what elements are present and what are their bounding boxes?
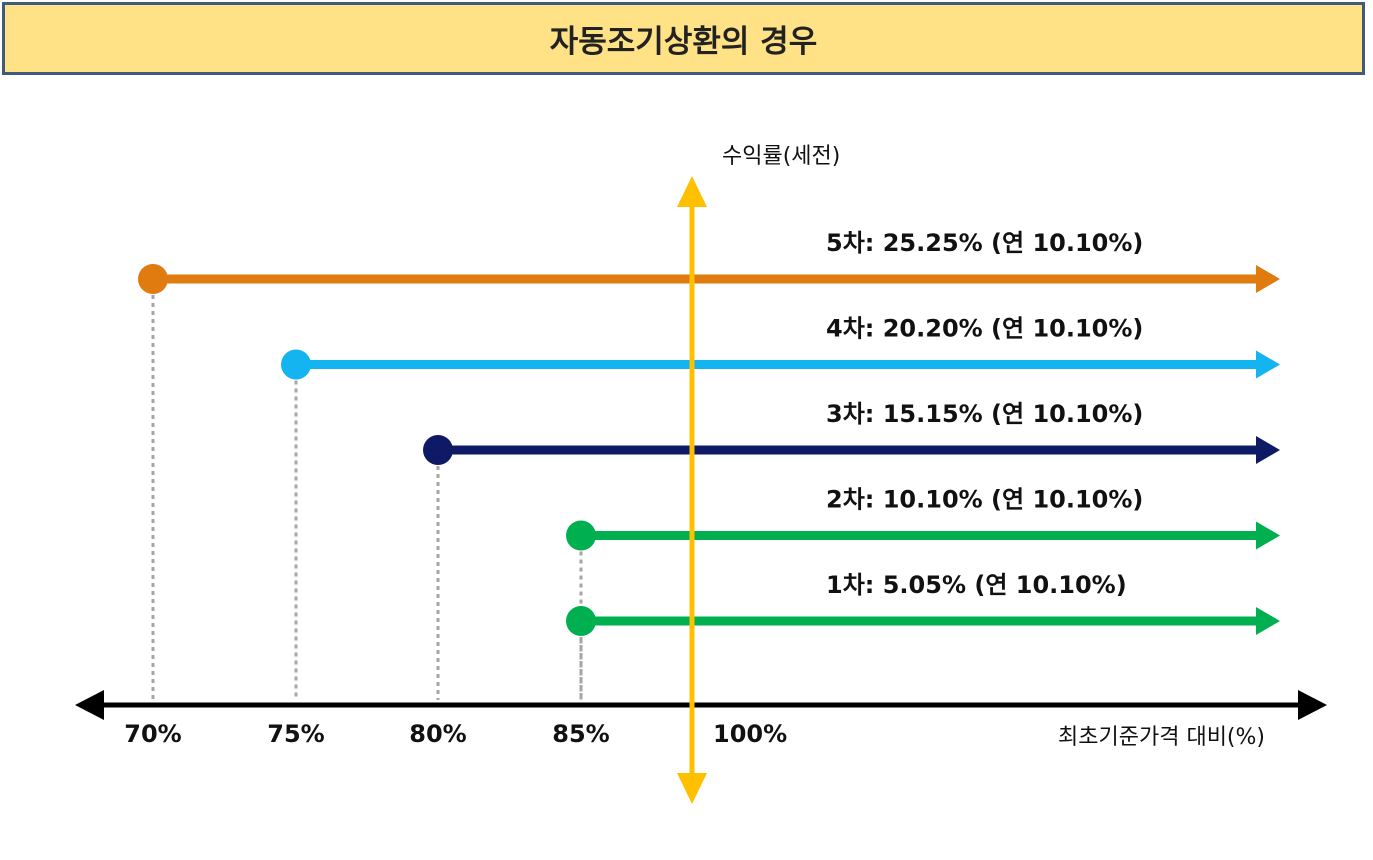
- redemption-label: 4차: 20.20% (연 10.10%): [826, 315, 1143, 343]
- redemption-label: 3차: 15.15% (연 10.10%): [826, 400, 1143, 428]
- barrier-dot: [566, 520, 596, 551]
- y-axis-down-arrowhead: [677, 773, 707, 804]
- page-title: 자동조기상환의 경우: [549, 24, 818, 60]
- x-tick-label: 75%: [267, 720, 324, 748]
- y-axis: [677, 176, 707, 804]
- x-tick-label: 80%: [409, 720, 466, 748]
- x-axis-label: 최초기준가격 대비(%): [1058, 725, 1265, 750]
- redemption-label: 1차: 5.05% (연 10.10%): [826, 571, 1127, 599]
- title-banner: 자동조기상환의 경우: [2, 2, 1365, 75]
- x-axis-left-arrowhead: [75, 690, 104, 720]
- x-tick-label: 70%: [124, 720, 181, 748]
- redemption-arrowhead: [1256, 436, 1280, 464]
- redemption-label: 5차: 25.25% (연 10.10%): [826, 229, 1143, 257]
- y-axis-label: 수익률(세전): [722, 144, 840, 169]
- barrier-dot: [138, 264, 168, 294]
- redemption-arrowhead: [1256, 607, 1280, 635]
- barrier-dot: [566, 606, 596, 636]
- x-axis: [75, 690, 1327, 720]
- barrier-dot: [281, 349, 311, 380]
- redemption-arrowhead: [1256, 265, 1280, 293]
- y-axis-up-arrowhead: [677, 176, 707, 207]
- barrier-dot: [423, 435, 453, 465]
- redemption-arrowhead: [1256, 350, 1280, 379]
- x-tick-label: 85%: [552, 720, 609, 748]
- redemption-label: 2차: 10.10% (연 10.10%): [826, 486, 1143, 514]
- x-axis-right-arrowhead: [1298, 690, 1327, 720]
- redemption-arrowhead: [1256, 521, 1280, 550]
- x-tick-label: 100%: [713, 720, 787, 748]
